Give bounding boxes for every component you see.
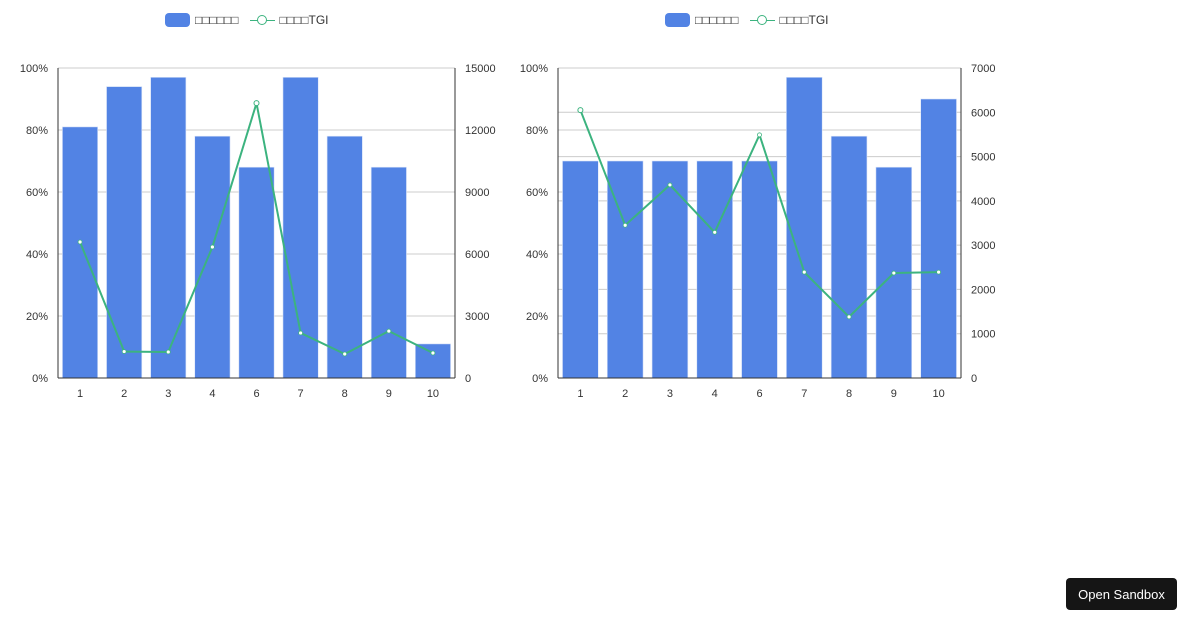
x-axis-tick: 4	[209, 388, 215, 400]
legend-item-bar[interactable]: □□□□□□	[665, 13, 739, 27]
bar	[830, 135, 868, 379]
y-axis-left-tick: 100%	[20, 63, 48, 75]
legend: □□□□□□ □□□□TGI	[165, 11, 340, 29]
bar	[651, 160, 689, 379]
line-swatch-icon	[249, 13, 275, 27]
chart-left: □□□□□□ □□□□TGI 0% 20% 40% 60% 80% 100% 0 3000 60…	[0, 0, 500, 410]
data-point	[622, 222, 628, 228]
x-axis-tick: 2	[121, 388, 127, 400]
data-point	[430, 350, 436, 356]
x-axis-tick: 9	[891, 388, 897, 400]
bar	[741, 160, 778, 379]
chart-plot: 0% 20% 40% 60% 80% 100% 0 3000 6000 9000 12000 1500…	[20, 63, 496, 400]
y-axis-left-tick: 0%	[532, 373, 548, 385]
bar	[920, 98, 957, 379]
bar	[194, 135, 231, 379]
y-axis-right-tick: 5000	[971, 152, 995, 164]
x-axis-tick: 8	[846, 388, 852, 400]
data-point	[801, 269, 807, 275]
data-point	[667, 182, 673, 188]
data-point	[77, 239, 83, 245]
x-axis-tick: 8	[342, 388, 348, 400]
chart-plot: 0% 20% 40% 60% 80% 100% 0 1000 2000 3000 4000 5000 6…	[520, 63, 996, 400]
data-point	[577, 107, 584, 114]
legend: □□□□□□ □□□□TGI	[665, 11, 840, 29]
y-axis-left-tick: 80%	[526, 125, 548, 137]
y-axis-right-tick: 12000	[465, 125, 496, 137]
y-axis-left-tick: 100%	[520, 63, 548, 75]
data-point	[342, 351, 348, 357]
open-sandbox-button[interactable]: Open Sandbox	[1066, 578, 1177, 610]
x-axis-tick: 7	[298, 388, 304, 400]
line-swatch-icon	[749, 13, 775, 27]
x-axis-tick: 6	[756, 388, 762, 400]
data-point	[298, 330, 304, 336]
y-axis-left-tick: 40%	[26, 249, 48, 261]
y-axis-left-tick: 60%	[26, 187, 48, 199]
y-axis-left-tick: 80%	[26, 125, 48, 137]
bar	[562, 160, 599, 379]
bar-swatch-icon	[165, 13, 190, 27]
y-axis-right-tick: 15000	[465, 63, 496, 75]
y-axis-right-tick: 2000	[971, 284, 995, 296]
bar	[150, 77, 187, 379]
data-point	[165, 349, 171, 355]
legend-item-line[interactable]: □□□□TGI	[249, 13, 329, 27]
data-point	[846, 314, 852, 320]
data-point	[712, 229, 718, 235]
x-axis-tick: 10	[427, 388, 439, 400]
data-point	[253, 100, 260, 107]
bar	[238, 166, 275, 379]
y-axis-right-tick: 3000	[971, 240, 995, 252]
y-axis-right-tick: 9000	[465, 187, 489, 199]
data-point	[757, 132, 762, 138]
x-axis-tick: 2	[622, 388, 628, 400]
data-point	[209, 244, 215, 250]
bar	[62, 126, 98, 379]
x-axis-tick: 3	[165, 388, 171, 400]
data-point	[386, 328, 392, 334]
y-axis-left-tick: 20%	[26, 311, 48, 323]
y-axis-right-tick: 0	[465, 373, 471, 385]
data-point	[121, 349, 127, 354]
x-axis-tick: 10	[932, 388, 944, 400]
y-axis-right-tick: 6000	[971, 107, 995, 119]
x-axis-tick: 1	[577, 388, 583, 400]
legend-label: □□□□□□	[695, 13, 739, 27]
bar	[696, 160, 733, 379]
x-axis-tick: 9	[386, 388, 392, 400]
bar	[326, 135, 363, 379]
bar-swatch-icon	[665, 13, 690, 27]
legend-item-bar[interactable]: □□□□□□	[165, 13, 239, 27]
y-axis-right-tick: 4000	[971, 196, 995, 208]
y-axis-left-tick: 60%	[526, 187, 548, 199]
legend-label: □□□□TGI	[279, 13, 329, 27]
y-axis-right-tick: 0	[971, 373, 977, 385]
y-axis-right-tick: 3000	[465, 311, 489, 323]
chart-right: □□□□□□ □□□□TGI 0% 20% 40% 60% 80% 100% 0 1000 20…	[500, 0, 1000, 410]
x-axis-tick: 4	[712, 388, 718, 400]
x-axis-tick: 7	[801, 388, 807, 400]
x-axis-tick: 3	[667, 388, 673, 400]
y-axis-right-tick: 1000	[971, 329, 995, 341]
x-axis-tick: 1	[77, 388, 83, 400]
y-axis-right-tick: 7000	[971, 63, 995, 75]
x-axis-tick: 6	[253, 388, 259, 400]
bar	[370, 166, 407, 379]
legend-label: □□□□□□	[195, 13, 239, 27]
y-axis-right-tick: 6000	[465, 249, 489, 261]
bar	[414, 343, 451, 379]
bar	[786, 77, 823, 379]
bar	[106, 86, 143, 379]
data-point	[936, 269, 942, 275]
y-axis-left-tick: 0%	[32, 373, 48, 385]
y-axis-left-tick: 40%	[526, 249, 548, 261]
y-axis-left-tick: 20%	[526, 311, 548, 323]
legend-label: □□□□TGI	[779, 13, 829, 27]
data-point	[891, 270, 897, 276]
legend-item-line[interactable]: □□□□TGI	[749, 13, 829, 27]
